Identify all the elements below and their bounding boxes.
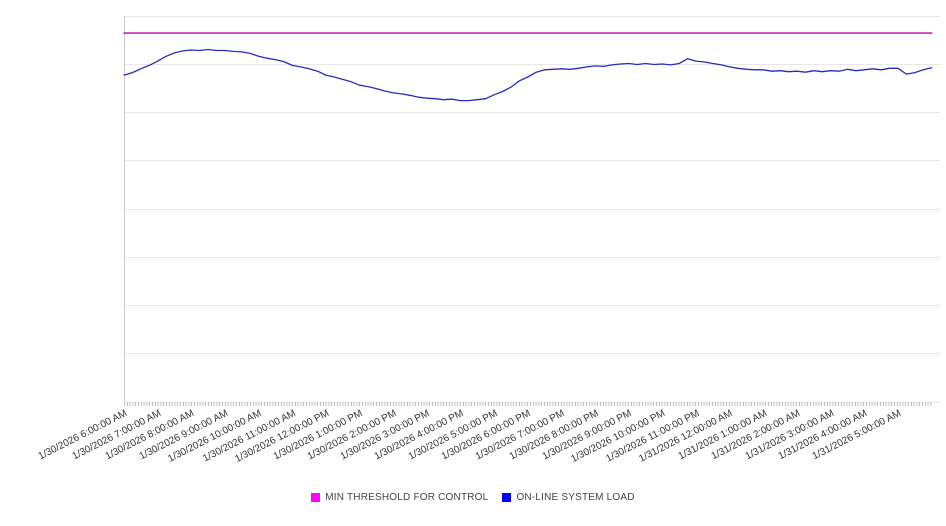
chart-legend: MIN THRESHOLD FOR CONTROL ON-LINE SYSTEM… bbox=[0, 492, 946, 503]
legend-item-min-threshold[interactable]: MIN THRESHOLD FOR CONTROL bbox=[311, 492, 488, 503]
legend-label-min-threshold: MIN THRESHOLD FOR CONTROL bbox=[325, 492, 489, 503]
gridline bbox=[124, 15, 940, 17]
legend-item-online-system-load[interactable]: ON-LINE SYSTEM LOAD bbox=[502, 492, 635, 503]
legend-label-online-system-load: ON-LINE SYSTEM LOAD bbox=[516, 492, 635, 503]
gridline bbox=[124, 112, 940, 114]
y-axis-line bbox=[124, 15, 125, 402]
gridline bbox=[124, 305, 940, 307]
gridline bbox=[124, 160, 940, 162]
online-system-load-swatch-icon bbox=[502, 493, 512, 502]
x-axis-minor-ticks bbox=[124, 402, 932, 406]
gridline bbox=[124, 208, 940, 210]
min-threshold-swatch-icon bbox=[311, 493, 321, 502]
gridline bbox=[124, 256, 940, 258]
online-system-load-line bbox=[123, 48, 933, 102]
gridline bbox=[124, 63, 940, 65]
gridline bbox=[124, 353, 940, 355]
